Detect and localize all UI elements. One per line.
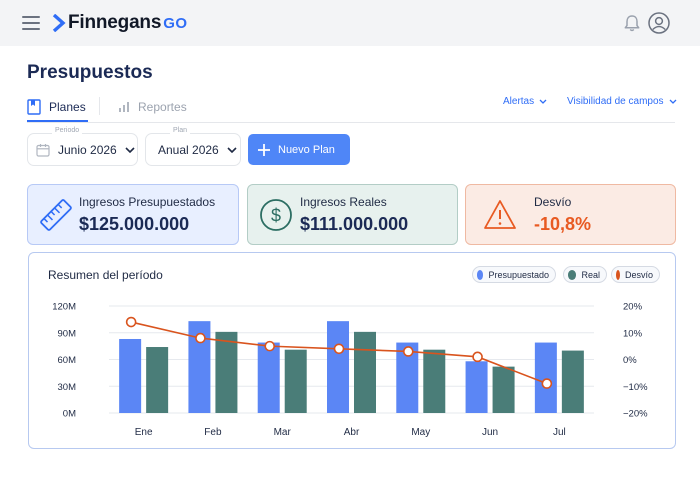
point-desvio xyxy=(472,351,483,363)
bar-presupuestado xyxy=(534,342,557,413)
plan-label: Plan xyxy=(170,127,191,134)
legend-label: Real xyxy=(581,269,600,280)
planes-icon xyxy=(27,99,41,115)
tabs-divider xyxy=(99,97,100,115)
bar-real xyxy=(354,331,376,413)
kpi-label: Ingresos Presupuestados xyxy=(79,195,216,209)
logo-chevron-icon xyxy=(52,14,66,32)
x-tick-label: Jul xyxy=(553,427,566,438)
legend-item-desvio[interactable]: Desvío xyxy=(611,266,660,283)
legend-item-real[interactable]: Real xyxy=(563,266,607,283)
legend-label: Presupuestado xyxy=(488,269,549,280)
periodo-select[interactable]: Periodo Junio 2026 xyxy=(27,127,138,166)
y-left-tick-label: 90M xyxy=(58,328,77,339)
plan-value: Anual 2026 xyxy=(158,142,219,157)
alertas-label: Alertas xyxy=(503,96,535,107)
y-left-tick-label: 120M xyxy=(52,302,76,313)
kpi-ingresos-presupuestados: Ingresos Presupuestados $125.000.000 xyxy=(27,184,239,245)
plus-icon xyxy=(258,143,270,156)
calendar-icon xyxy=(36,143,50,157)
y-left-tick-label: 0M xyxy=(63,409,76,420)
periodo-label: Periodo xyxy=(52,127,83,134)
legend-dot xyxy=(568,269,577,280)
tab-label: Planes xyxy=(49,100,86,114)
bar-presupuestado xyxy=(396,342,419,413)
kpi-ingresos-reales: $ Ingresos Reales $111.000.000 xyxy=(247,184,458,245)
combo-chart: 120M 20% 90M 10% 60M 0% 30M −10% 0M −20% Ene Feb Mar… xyxy=(52,302,648,439)
svg-text:$: $ xyxy=(271,206,281,226)
nuevo-plan-button[interactable]: Nuevo Plan xyxy=(248,134,350,165)
tabs-bottom-border xyxy=(27,122,675,123)
warning-icon xyxy=(484,200,516,229)
bar-presupuestado xyxy=(188,321,211,413)
y-right-tick-label: 20% xyxy=(623,302,643,313)
kpi-label: Desvío xyxy=(534,195,572,209)
x-tick-label: Abr xyxy=(344,427,360,438)
kpi-desvio: Desvío -10,8% xyxy=(465,184,676,245)
y-left-tick-label: 60M xyxy=(58,355,77,366)
legend-label: Desvío xyxy=(624,269,653,280)
y-left-tick-label: 30M xyxy=(58,382,77,393)
point-desvio xyxy=(333,343,345,355)
brand-logo[interactable]: Finnegans GO xyxy=(52,11,188,35)
point-desvio xyxy=(541,378,553,389)
brand-suffix: GO xyxy=(163,14,188,32)
legend-dot xyxy=(477,269,484,280)
alertas-dropdown[interactable]: Alertas xyxy=(503,96,547,107)
chart-card: Resumen del período Presupuestado Real D… xyxy=(28,252,676,449)
chevron-down-icon xyxy=(669,99,677,104)
x-tick-label: Mar xyxy=(274,427,292,438)
bar-presupuestado xyxy=(327,321,349,413)
kpi-label: Ingresos Reales xyxy=(300,195,387,209)
bell-icon[interactable] xyxy=(622,13,642,33)
tab-label: Reportes xyxy=(138,100,187,114)
y-right-tick-label: −10% xyxy=(623,382,648,393)
tab-planes[interactable]: Planes xyxy=(27,95,86,119)
chevron-down-icon xyxy=(125,146,135,153)
bar-presupuestado xyxy=(257,342,280,413)
visibilidad-dropdown[interactable]: Visibilidad de campos xyxy=(567,96,677,107)
bar-real xyxy=(284,349,307,413)
periodo-value: Junio 2026 xyxy=(58,142,117,157)
bar-real xyxy=(492,366,515,413)
legend-item-presupuestado[interactable]: Presupuestado xyxy=(472,266,556,283)
brand-name: Finnegans xyxy=(68,12,162,33)
x-tick-label: Feb xyxy=(204,427,222,438)
x-tick-label: Ene xyxy=(135,427,153,438)
kpi-value: $125.000.000 xyxy=(79,214,190,234)
bar-real xyxy=(215,331,238,413)
kpi-value: $111.000.000 xyxy=(300,214,409,234)
y-right-tick-label: −20% xyxy=(623,409,648,420)
nuevo-plan-label: Nuevo Plan xyxy=(278,143,335,156)
point-desvio xyxy=(402,346,414,357)
bar-presupuestado xyxy=(119,338,142,413)
dollar-icon: $ xyxy=(260,199,292,231)
user-avatar-icon[interactable] xyxy=(648,12,670,34)
legend-dot xyxy=(616,269,620,280)
point-desvio xyxy=(264,340,276,352)
y-right-tick-label: 10% xyxy=(623,328,643,339)
bar-presupuestado xyxy=(465,361,488,413)
menu-icon[interactable] xyxy=(22,16,40,30)
top-bar: Finnegans GO xyxy=(0,0,700,46)
bar-real xyxy=(561,350,584,413)
point-desvio xyxy=(195,332,206,344)
plan-select[interactable]: Plan Anual 2026 xyxy=(145,127,241,166)
ruler-icon xyxy=(40,199,72,231)
x-tick-label: Jun xyxy=(482,427,498,438)
active-tab-indicator xyxy=(27,120,88,122)
page-title: Presupuestos xyxy=(27,62,153,83)
visibilidad-label: Visibilidad de campos xyxy=(567,96,664,107)
chevron-down-icon xyxy=(227,146,237,153)
kpi-value: -10,8% xyxy=(534,214,592,234)
point-desvio xyxy=(125,316,137,328)
bar-chart-icon xyxy=(119,102,129,112)
chart-title: Resumen del período xyxy=(48,268,163,282)
x-tick-label: May xyxy=(411,427,430,438)
bar-real xyxy=(146,347,169,413)
tab-reportes[interactable]: Reportes xyxy=(118,95,187,119)
chevron-down-icon xyxy=(539,99,547,104)
y-right-tick-label: 0% xyxy=(623,355,637,366)
bar-real xyxy=(423,349,446,413)
